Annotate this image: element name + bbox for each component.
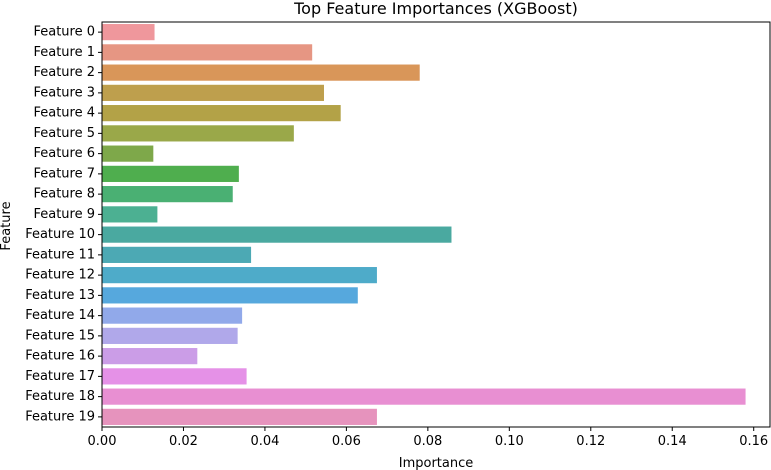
x-ticks-group: 0.00 0.02 0.04 0.06 0.08 0.10 0.12 0.14 0.16 xyxy=(88,427,768,449)
plot-frame xyxy=(101,21,771,428)
x-tick-label: 0.12 xyxy=(576,434,605,449)
y-tick-label: Feature 1 xyxy=(33,45,95,60)
y-tick-label: Feature 12 xyxy=(25,268,95,283)
y-tick-label: Feature 19 xyxy=(25,409,95,424)
y-tick-label: Feature 3 xyxy=(33,85,95,100)
bar-feature-16 xyxy=(102,348,198,365)
bar-feature-4 xyxy=(102,105,341,122)
bar-feature-5 xyxy=(102,125,294,142)
bar-feature-2 xyxy=(102,64,420,81)
bar-feature-18 xyxy=(102,388,746,405)
x-tick-label: 0.10 xyxy=(495,434,524,449)
y-axis-label: Feature xyxy=(0,201,14,250)
y-tick-label: Feature 7 xyxy=(33,166,95,181)
y-tick-label: Feature 15 xyxy=(25,328,95,343)
y-tick-label: Feature 10 xyxy=(25,227,95,242)
y-tick-label: Feature 14 xyxy=(25,308,95,323)
x-tick-label: 0.04 xyxy=(250,434,279,449)
bar-feature-12 xyxy=(102,267,377,284)
bar-feature-11 xyxy=(102,246,252,263)
y-tick-label: Feature 8 xyxy=(33,187,95,202)
y-tick-label: Feature 9 xyxy=(33,207,95,222)
bar-feature-3 xyxy=(102,84,324,101)
y-ticks-group: Feature 0 Feature 1 Feature 2 Feature 3 Feat… xyxy=(25,25,102,424)
y-tick-label: Feature 2 xyxy=(33,65,95,80)
x-tick-label: 0.08 xyxy=(413,434,442,449)
chart-title: Top Feature Importances (XGBoost) xyxy=(293,0,578,18)
bar-feature-15 xyxy=(102,327,238,344)
bar-feature-10 xyxy=(102,226,452,243)
y-tick-label: Feature 11 xyxy=(25,247,95,262)
bar-feature-9 xyxy=(102,206,158,223)
bars-group xyxy=(102,24,746,425)
bar-feature-6 xyxy=(102,145,154,162)
bar-feature-17 xyxy=(102,368,247,385)
x-axis-label: Importance xyxy=(399,456,474,470)
bar-feature-8 xyxy=(102,186,233,203)
y-tick-label: Feature 18 xyxy=(25,389,95,404)
y-tick-label: Feature 0 xyxy=(33,25,95,40)
y-tick-label: Feature 17 xyxy=(25,369,95,384)
bar-feature-1 xyxy=(102,44,313,61)
x-tick-label: 0.06 xyxy=(332,434,361,449)
y-tick-label: Feature 13 xyxy=(25,288,95,303)
x-tick-label: 0.02 xyxy=(169,434,198,449)
bar-feature-13 xyxy=(102,287,358,304)
y-tick-label: Feature 4 xyxy=(33,106,95,121)
y-tick-label: Feature 16 xyxy=(25,349,95,364)
bar-feature-19 xyxy=(102,408,377,425)
bar-feature-0 xyxy=(102,24,155,41)
y-tick-label: Feature 6 xyxy=(33,146,95,161)
bar-feature-7 xyxy=(102,165,239,182)
x-tick-label: 0.00 xyxy=(88,434,117,449)
y-tick-label: Feature 5 xyxy=(33,126,95,141)
bar-feature-14 xyxy=(102,307,243,324)
x-tick-label: 0.14 xyxy=(658,434,687,449)
x-tick-label: 0.16 xyxy=(739,434,768,449)
